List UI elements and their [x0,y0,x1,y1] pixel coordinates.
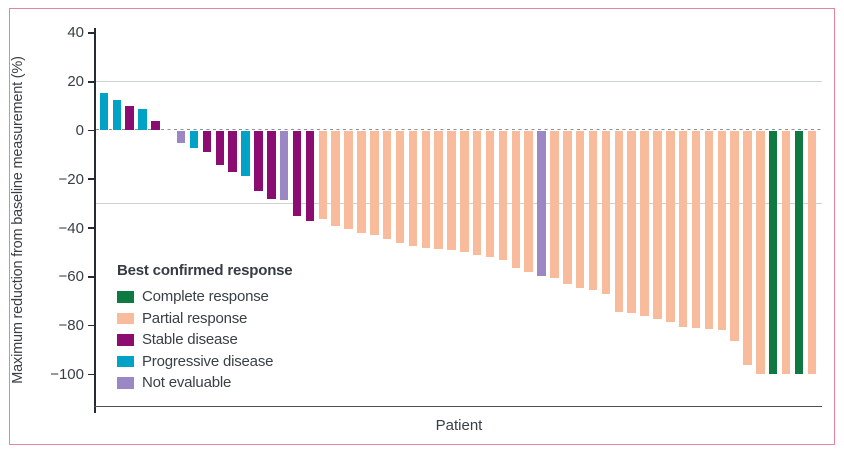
reference-gridline [96,81,822,83]
patient-bar [678,130,688,327]
patient-bar [756,130,765,375]
patient-bar [421,130,430,248]
patient-bar [215,130,225,165]
patient-bar [99,92,109,131]
patient-bar [511,130,521,269]
legend-swatch-sd [117,334,134,346]
patient-bar [807,130,817,375]
patient-bar [228,130,237,172]
legend-items: Complete response Partial response Stable … [117,286,292,394]
patient-bar [447,130,456,250]
patient-bar [305,130,315,221]
patient-bar [781,130,791,375]
y-tick-label: 20 [67,73,84,91]
patient-bar [241,130,250,176]
patient-bar [189,130,199,148]
legend-row-ne: Not evaluable [117,372,292,394]
y-tick [88,178,96,181]
reference-gridline [96,202,822,205]
patient-bar [653,130,662,320]
legend-swatch-cr [117,291,134,303]
y-tick-label: −20 [58,170,84,188]
legend-swatch-ne [117,377,134,389]
patient-bar [344,130,353,230]
y-tick-label: −100 [50,365,84,383]
x-axis-line [94,405,822,408]
patient-bar [357,130,366,233]
legend-row-cr: Complete response [117,286,292,308]
patient-bar [472,130,482,255]
y-tick-label: −60 [58,268,84,286]
patient-bar [267,130,276,199]
y-axis-title: Maximum reduction from baseline measurem… [10,56,26,384]
patient-bar [176,130,186,143]
patient-bar [331,130,340,226]
legend-title: Best confirmed response [117,262,293,279]
legend-label: Partial response [142,309,248,327]
patient-bar [498,130,508,260]
y-tick [88,324,96,327]
patient-bar [704,130,714,330]
patient-bar [640,130,649,316]
y-tick [88,227,96,229]
patient-bar [588,130,598,291]
legend-label: Stable disease [142,331,238,349]
legend-label: Not evaluable [142,374,232,392]
legend: Best confirmed response Complete respons… [117,262,293,394]
patient-bar [627,130,636,314]
patient-bar [575,130,585,288]
legend-row-pd: Progressive disease [117,351,292,373]
legend-row-pr: Partial response [117,308,292,330]
patient-bar [485,130,495,258]
patient-bar [151,120,160,131]
patient-bar [730,130,739,342]
legend-swatch-pd [117,355,134,367]
patient-bar [524,130,533,272]
patient-bar [382,130,392,239]
y-axis-line [94,28,96,413]
legend-label: Progressive disease [142,352,274,370]
patient-bar [254,130,263,192]
patient-bar [125,106,134,131]
legend-swatch-pr [117,312,134,324]
patient-bar [550,130,559,278]
patient-bar [717,130,726,331]
patient-bar [112,100,122,131]
page-border [9,8,835,445]
y-tick-label: 0 [75,122,84,139]
y-tick [88,373,96,376]
patient-bar [691,130,701,328]
patient-bar [279,130,289,200]
patient-bar [202,130,212,153]
legend-label: Complete response [142,288,269,306]
y-tick [88,129,96,132]
patient-bar [601,130,611,294]
patient-bar [563,130,572,285]
patient-bar [370,130,379,236]
patient-bar [768,130,778,375]
patient-bar [318,130,328,220]
patient-bar [395,130,405,243]
y-tick-label: 40 [67,24,84,42]
patient-bar [614,130,624,313]
x-axis-title: Patient [435,417,483,434]
patient-bar [138,108,147,131]
y-tick [88,80,96,83]
patient-bar [460,130,469,253]
patient-bar [743,130,752,365]
patient-bar [292,130,302,216]
y-tick-label: −40 [58,219,84,237]
patient-bar [408,130,418,247]
legend-row-sd: Stable disease [117,329,292,351]
y-tick-label: −80 [58,317,84,335]
y-tick [88,32,96,34]
patient-bar [434,130,443,249]
patient-bar [794,130,804,375]
y-tick [88,275,96,278]
zero-baseline-dashed [96,128,822,131]
patient-bar [537,130,546,276]
patient-bar [666,130,675,322]
